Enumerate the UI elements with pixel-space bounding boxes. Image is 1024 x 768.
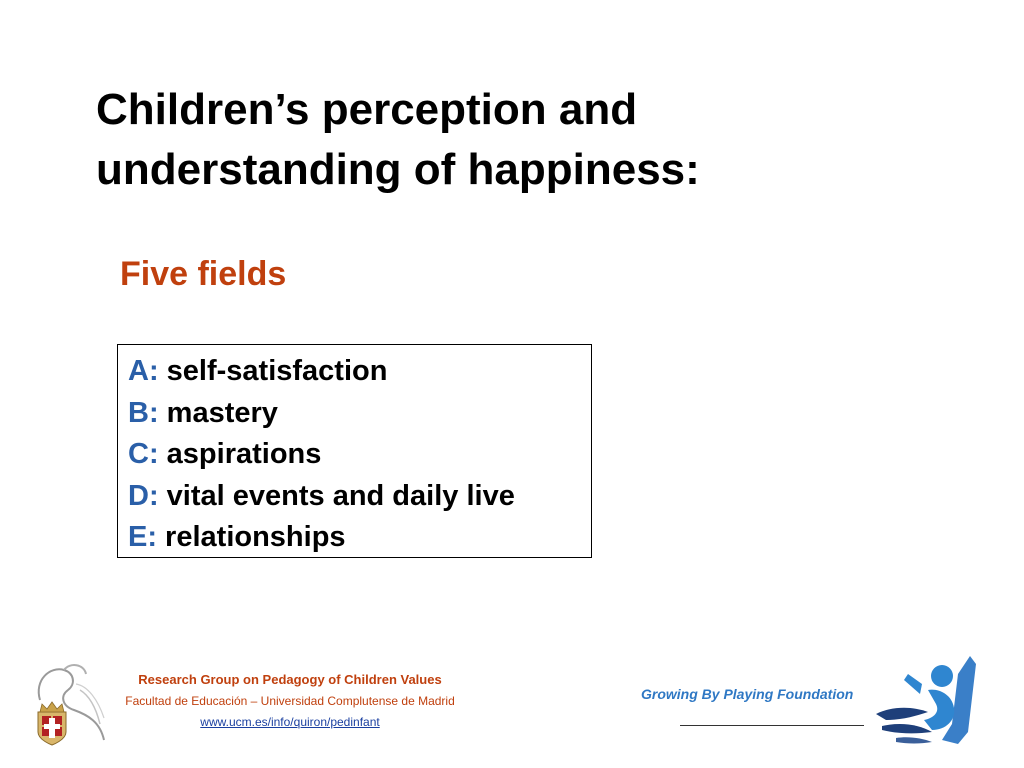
research-group-footer: Research Group on Pedagogy of Children V… <box>110 672 470 729</box>
slide-title: Children’s perception and understanding … <box>96 85 700 194</box>
field-letter: E: <box>128 521 157 553</box>
field-letter: C: <box>128 438 159 470</box>
fields-box: A: self-satisfaction B: mastery C: aspir… <box>117 344 592 558</box>
foundation-name: Growing By Playing Foundation <box>641 686 854 702</box>
field-letter: B: <box>128 396 159 429</box>
field-letter: A: <box>128 355 159 387</box>
slide-subtitle: Five fields <box>120 255 287 293</box>
field-letter: D: <box>128 479 159 512</box>
field-text: mastery <box>158 396 278 429</box>
field-e: E: relationships <box>128 517 591 559</box>
field-d: D: vital events and daily live <box>128 476 591 518</box>
field-text: relationships <box>157 521 346 553</box>
field-text: vital events and daily live <box>158 479 515 512</box>
field-a: A: self-satisfaction <box>128 351 591 393</box>
field-c: C: aspirations <box>128 434 591 476</box>
complutense-seal-icon <box>37 664 105 746</box>
foundation-divider <box>680 725 864 726</box>
group-website-link[interactable]: www.ucm.es/info/quiron/pedinfant <box>200 715 380 729</box>
field-text: self-satisfaction <box>158 355 388 387</box>
field-text: aspirations <box>158 438 322 470</box>
research-group-name: Research Group on Pedagogy of Children V… <box>138 672 442 687</box>
field-b: B: mastery <box>128 393 591 435</box>
jumping-figure-icon <box>876 656 976 744</box>
faculty-name: Facultad de Educación – Universidad Comp… <box>125 694 455 708</box>
